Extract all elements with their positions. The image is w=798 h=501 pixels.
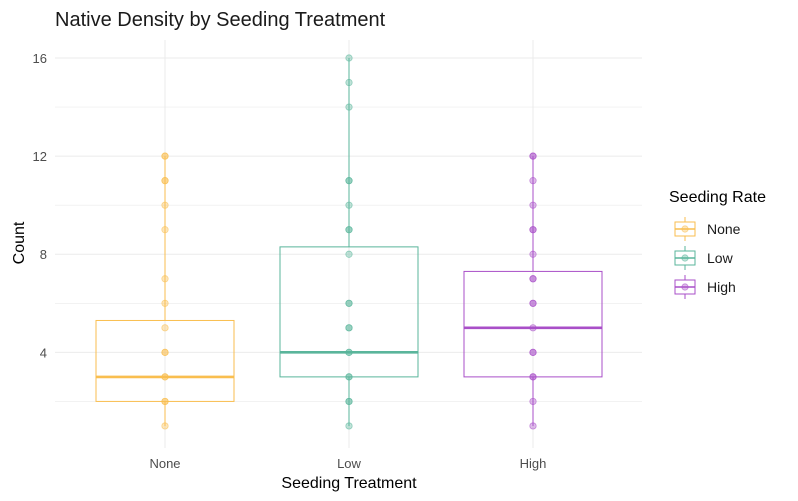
data-point bbox=[345, 324, 353, 332]
data-point bbox=[529, 177, 537, 185]
data-point bbox=[161, 201, 169, 209]
legend-entry-none: None bbox=[674, 217, 741, 241]
x-tick-label: Low bbox=[337, 456, 361, 471]
data-point bbox=[345, 54, 353, 62]
box-group-low bbox=[279, 54, 419, 430]
x-tick-label: None bbox=[149, 456, 180, 471]
data-point bbox=[161, 348, 169, 356]
data-point bbox=[161, 324, 169, 332]
boxes bbox=[95, 54, 603, 430]
legend-label: High bbox=[707, 279, 736, 295]
box bbox=[279, 246, 419, 378]
data-point bbox=[345, 226, 353, 234]
legend-title: Seeding Rate bbox=[669, 189, 766, 206]
data-point bbox=[345, 422, 353, 430]
legend-key-point bbox=[681, 254, 689, 262]
data-point bbox=[529, 348, 537, 356]
y-tick-label: 12 bbox=[33, 149, 47, 164]
data-point bbox=[161, 299, 169, 307]
data-point bbox=[345, 299, 353, 307]
y-axis-title: Count bbox=[11, 221, 28, 264]
data-point bbox=[161, 275, 169, 283]
data-point bbox=[529, 299, 537, 307]
data-point bbox=[529, 422, 537, 430]
y-axis-ticks: 4 8 12 16 bbox=[33, 51, 47, 360]
data-point bbox=[529, 275, 537, 283]
data-point bbox=[345, 78, 353, 87]
chart-title: Native Density by Seeding Treatment bbox=[55, 9, 386, 31]
box-group-none bbox=[95, 152, 235, 430]
legend-entry-high: High bbox=[674, 275, 736, 299]
data-point bbox=[161, 373, 169, 381]
data-point bbox=[529, 152, 537, 160]
data-point bbox=[345, 348, 353, 356]
legend-entry-low: Low bbox=[674, 246, 734, 270]
data-point bbox=[345, 177, 353, 185]
data-point bbox=[529, 373, 537, 381]
legend-key-point bbox=[681, 225, 689, 233]
data-point bbox=[529, 324, 537, 332]
data-point bbox=[345, 250, 353, 258]
data-point bbox=[345, 397, 353, 406]
box bbox=[95, 319, 235, 402]
data-point bbox=[161, 226, 169, 234]
legend-label: Low bbox=[707, 250, 734, 266]
data-point bbox=[529, 397, 537, 406]
legend: Seeding Rate None Low High bbox=[669, 189, 766, 299]
data-point bbox=[345, 103, 353, 111]
y-tick-label: 16 bbox=[33, 51, 47, 66]
box bbox=[463, 270, 603, 378]
y-tick-label: 8 bbox=[40, 247, 47, 262]
data-point bbox=[529, 226, 537, 234]
legend-key-point bbox=[681, 283, 689, 291]
data-point bbox=[161, 152, 169, 160]
x-axis-title: Seeding Treatment bbox=[281, 475, 417, 492]
data-point bbox=[529, 250, 537, 258]
x-tick-label: High bbox=[520, 456, 547, 471]
data-point bbox=[345, 373, 353, 381]
data-point bbox=[529, 201, 537, 209]
data-point bbox=[161, 177, 169, 185]
x-axis-ticks: None Low High bbox=[149, 456, 546, 471]
box-group-high bbox=[463, 152, 603, 430]
y-tick-label: 4 bbox=[40, 345, 47, 360]
data-point bbox=[161, 397, 169, 406]
data-point bbox=[345, 201, 353, 209]
legend-label: None bbox=[707, 221, 741, 237]
data-point bbox=[161, 422, 169, 430]
